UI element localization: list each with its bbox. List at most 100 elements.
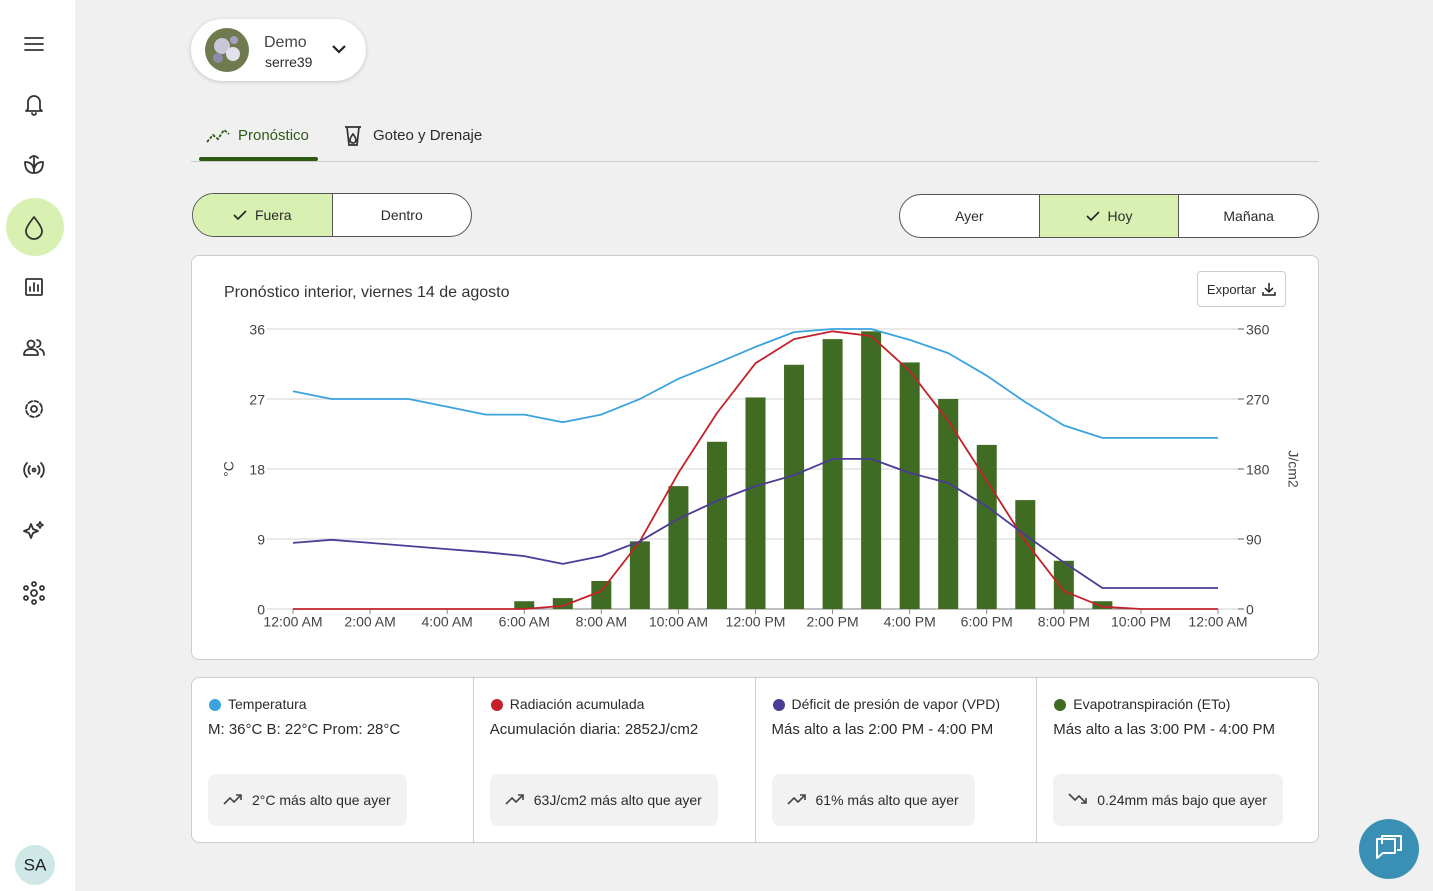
card-summary: M: 36°C B: 22°C Prom: 28°C bbox=[208, 721, 401, 738]
user-initials: SA bbox=[24, 855, 47, 874]
bar bbox=[784, 364, 805, 609]
toggle-option[interactable]: Dentro bbox=[331, 194, 472, 236]
tab[interactable]: Goteo y Drenaje bbox=[373, 127, 483, 144]
card-summary: Acumulación diaria: 2852J/cm2 bbox=[489, 721, 699, 738]
tab-active[interactable]: Pronóstico bbox=[238, 127, 309, 144]
x-tick-label: 12:00 AM bbox=[263, 614, 322, 630]
legend-entry: Radiación acumulada bbox=[509, 696, 645, 712]
bar bbox=[1092, 601, 1113, 609]
x-tick-label: 2:00 AM bbox=[344, 614, 395, 630]
account-site: serre39 bbox=[265, 54, 313, 70]
x-tick-label: 8:00 PM bbox=[1038, 614, 1090, 630]
check-icon bbox=[1085, 211, 1100, 222]
team-icon[interactable] bbox=[23, 339, 45, 356]
y-tick-label: 27 bbox=[249, 392, 265, 408]
x-tick-label: 10:00 PM bbox=[1111, 614, 1171, 630]
trend-chip: 2°C más alto que ayer bbox=[208, 774, 407, 826]
bar bbox=[938, 399, 959, 609]
trend-up-icon bbox=[505, 794, 524, 805]
user-avatar[interactable] bbox=[15, 845, 55, 885]
legend-entry: Evapotranspiración (ETo) bbox=[1073, 696, 1231, 712]
notifications-icon[interactable] bbox=[25, 95, 43, 116]
ai-icon[interactable] bbox=[23, 521, 44, 539]
card-summary: Más alto a las 2:00 PM - 4:00 PM bbox=[771, 721, 994, 738]
drip-tab-icon bbox=[345, 126, 361, 146]
card-trend: 0.24mm más bajo que ayer bbox=[1097, 792, 1267, 808]
toggle-label: Ayer bbox=[955, 208, 984, 224]
x-tick-label: 6:00 PM bbox=[961, 614, 1013, 630]
tab-indicator bbox=[199, 157, 318, 161]
check-icon bbox=[233, 210, 247, 221]
toggle-option[interactable]: Fuera bbox=[193, 194, 332, 236]
export-button[interactable]: Exportar bbox=[1197, 271, 1286, 307]
account-name: Demo bbox=[264, 34, 307, 51]
y-tick-label: 18 bbox=[249, 462, 265, 478]
bar bbox=[1015, 500, 1036, 609]
y2-tick-label: 270 bbox=[1246, 392, 1270, 408]
trend-chip: 61% más alto que ayer bbox=[771, 774, 975, 826]
irrigation-icon[interactable] bbox=[25, 216, 43, 240]
legend-swatch bbox=[772, 699, 785, 711]
tab-divider bbox=[191, 161, 1319, 162]
x-tick-label: 4:00 PM bbox=[884, 614, 936, 630]
chart-title: Pronóstico interior, viernes 14 de agost… bbox=[224, 284, 510, 301]
legend-swatch bbox=[490, 699, 503, 711]
toggle-option[interactable]: Hoy bbox=[1038, 195, 1179, 237]
bar bbox=[1053, 560, 1074, 609]
y-tick-label: 36 bbox=[249, 322, 265, 338]
card-trend: 2°C más alto que ayer bbox=[252, 792, 391, 808]
x-tick-label: 2:00 PM bbox=[807, 614, 859, 630]
trend-up-icon bbox=[786, 794, 806, 805]
bar bbox=[706, 441, 727, 609]
toggle-label: Hoy bbox=[1107, 208, 1133, 224]
chat-button[interactable] bbox=[1358, 818, 1420, 880]
account-selector[interactable]: Demo serre39 bbox=[191, 19, 366, 81]
settings-icon[interactable] bbox=[25, 400, 43, 418]
y-axis-label: °C bbox=[221, 461, 237, 477]
y-tick-label: 9 bbox=[257, 532, 265, 548]
active-nav[interactable] bbox=[6, 198, 64, 256]
network-icon[interactable] bbox=[23, 581, 45, 605]
series-line bbox=[292, 328, 1218, 439]
crops-icon[interactable] bbox=[24, 155, 44, 174]
sidebar: SA bbox=[0, 0, 75, 891]
trend-down-icon bbox=[1068, 793, 1088, 804]
bar bbox=[745, 397, 766, 609]
y2-axis-label: J/cm2 bbox=[1285, 450, 1301, 488]
summary-card: Déficit de presión de vapor (VPD) Más alt… bbox=[754, 678, 1037, 842]
summary-cards: Temperatura M: 36°C B: 22°C Prom: 28°C 2°C… bbox=[191, 677, 1319, 843]
legend-swatch bbox=[209, 699, 221, 711]
y-tick-label: 0 bbox=[257, 602, 265, 618]
bar bbox=[899, 362, 920, 609]
y2-tick-label: 180 bbox=[1246, 462, 1270, 478]
x-tick-label: 12:00 PM bbox=[726, 614, 786, 630]
bar bbox=[629, 541, 650, 609]
card-summary: Más alto a las 3:00 PM - 4:00 PM bbox=[1053, 721, 1276, 738]
bar bbox=[591, 581, 612, 609]
series-line bbox=[293, 330, 1218, 610]
bar bbox=[822, 339, 843, 609]
legend-swatch bbox=[1054, 699, 1067, 711]
reports-icon[interactable] bbox=[25, 278, 43, 296]
x-tick-label: 6:00 AM bbox=[499, 614, 550, 630]
bar bbox=[668, 486, 689, 609]
toggle-label: Dentro bbox=[380, 207, 423, 223]
x-tick-label: 12:00 AM bbox=[1188, 614, 1247, 630]
export-label: Exportar bbox=[1206, 281, 1257, 297]
bar bbox=[861, 331, 882, 609]
toggle-option[interactable]: Ayer bbox=[900, 195, 1039, 237]
bar bbox=[552, 598, 573, 609]
account-avatar bbox=[205, 28, 249, 72]
dropdown-chevron bbox=[332, 45, 346, 54]
toggle-option[interactable]: Mañana bbox=[1178, 195, 1318, 237]
toggle-label: Fuera bbox=[254, 207, 292, 223]
card-trend: 63J/cm2 más alto que ayer bbox=[533, 792, 702, 808]
menu-icon[interactable] bbox=[24, 37, 44, 51]
location-toggle: Fuera Dentro bbox=[192, 193, 472, 237]
sensors-icon[interactable] bbox=[23, 462, 45, 478]
day-toggle: Ayer Hoy Mañana bbox=[899, 194, 1319, 238]
card-trend: 61% más alto que ayer bbox=[815, 792, 959, 808]
download-icon bbox=[1262, 283, 1276, 296]
